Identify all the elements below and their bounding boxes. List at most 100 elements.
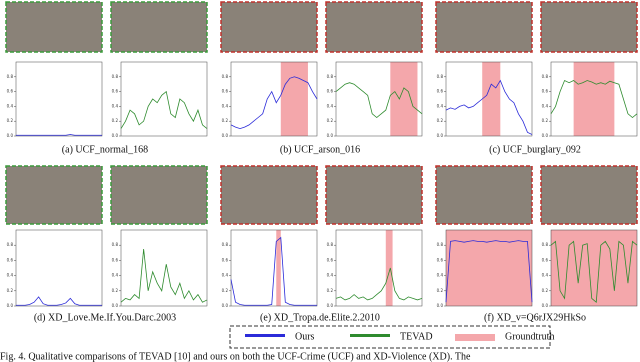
y-tick-label: 0.4 xyxy=(437,103,444,108)
groundtruth xyxy=(276,230,281,306)
y-tick-label: 0.2 xyxy=(112,288,119,293)
y-tick-label: 0.2 xyxy=(327,288,334,293)
score-line xyxy=(120,90,208,129)
y-tick-label: 0.8 xyxy=(222,242,229,247)
y-tick-label: 0.6 xyxy=(112,89,119,94)
groundtruth xyxy=(390,62,418,136)
legend-label: Groundtruth xyxy=(505,331,554,342)
y-tick-label: 0.4 xyxy=(222,273,229,278)
plot-frame xyxy=(15,61,103,137)
y-tick-label: 0.2 xyxy=(222,118,229,123)
y-tick-label: 0.0 xyxy=(7,133,14,138)
y-tick-label: 0.4 xyxy=(327,273,334,278)
legend-label: TEVAD xyxy=(400,331,433,342)
y-tick-label: 0.2 xyxy=(112,118,119,123)
video-frame xyxy=(540,165,638,225)
legend-swatch xyxy=(245,334,285,337)
y-tick-label: 0.2 xyxy=(7,118,14,123)
y-tick-label: 0.0 xyxy=(112,133,119,138)
score-line xyxy=(335,82,423,119)
legend-box xyxy=(229,325,551,349)
y-tick-label: 0.6 xyxy=(7,257,14,262)
y-tick-label: 0.2 xyxy=(437,288,444,293)
y-tick-label: 0.0 xyxy=(327,303,334,308)
y-tick-label: 0.4 xyxy=(7,273,14,278)
y-tick-label: 0.0 xyxy=(222,303,229,308)
plot-frame xyxy=(230,229,318,307)
plot-frame xyxy=(120,61,208,137)
y-tick-label: 0.8 xyxy=(7,74,14,79)
y-tick-label: 0.2 xyxy=(437,118,444,123)
y-tick-label: 0.4 xyxy=(327,103,334,108)
score-line xyxy=(16,134,102,136)
y-tick-label: 0.0 xyxy=(437,133,444,138)
plot-frame xyxy=(335,229,423,307)
score-line xyxy=(550,79,638,119)
y-tick-label: 0.6 xyxy=(112,257,119,262)
y-tick-label: 0.8 xyxy=(437,74,444,79)
y-tick-label: 0.8 xyxy=(542,74,549,79)
plot-frame xyxy=(120,229,208,307)
video-frame xyxy=(5,1,103,53)
y-tick-label: 0.0 xyxy=(437,303,444,308)
video-frame xyxy=(435,165,533,225)
score-line xyxy=(16,296,102,306)
panel-caption: (c) UCF_burglary_092 xyxy=(489,144,581,155)
y-tick-label: 0.2 xyxy=(327,118,334,123)
y-tick-label: 0.2 xyxy=(222,288,229,293)
score-line xyxy=(550,240,638,304)
y-tick-label: 0.2 xyxy=(542,288,549,293)
y-tick-label: 0.0 xyxy=(542,133,549,138)
score-line xyxy=(120,248,208,303)
plot-frame xyxy=(550,61,638,137)
y-tick-label: 0.6 xyxy=(7,89,14,94)
y-tick-label: 0.8 xyxy=(112,242,119,247)
score-line xyxy=(230,236,317,306)
video-frame xyxy=(110,165,208,225)
y-tick-label: 0.0 xyxy=(542,303,549,308)
panel-caption: (a) UCF_normal_168 xyxy=(62,144,148,155)
y-tick-label: 0.0 xyxy=(112,303,119,308)
y-tick-label: 0.4 xyxy=(542,273,549,278)
score-line xyxy=(335,267,423,301)
video-frame xyxy=(325,165,423,225)
y-tick-label: 0.8 xyxy=(7,242,14,247)
y-tick-label: 0.4 xyxy=(222,103,229,108)
video-frame xyxy=(220,1,318,53)
figure-caption: Fig. 4. Qualitative comparisons of TEVAD… xyxy=(0,351,471,362)
y-tick-label: 0.0 xyxy=(327,133,334,138)
score-line xyxy=(230,76,318,130)
legend-swatch xyxy=(350,334,390,337)
y-tick-label: 0.2 xyxy=(7,288,14,293)
plot-frame xyxy=(445,229,533,307)
groundtruth xyxy=(482,62,501,136)
video-frame xyxy=(5,165,103,225)
y-tick-label: 0.8 xyxy=(112,74,119,79)
groundtruth xyxy=(573,62,615,136)
y-tick-label: 0.6 xyxy=(327,89,334,94)
y-tick-label: 0.4 xyxy=(7,103,14,108)
y-tick-label: 0.4 xyxy=(112,273,119,278)
video-frame xyxy=(325,1,423,53)
y-tick-label: 0.4 xyxy=(112,103,119,108)
plot-frame xyxy=(550,229,638,307)
y-tick-label: 0.0 xyxy=(7,303,14,308)
y-tick-label: 0.6 xyxy=(542,257,549,262)
groundtruth xyxy=(385,230,393,306)
panel-caption: (e) XD_Tropa.de.Elite.2.2010 xyxy=(260,312,380,323)
plot-frame xyxy=(445,61,533,137)
score-line xyxy=(445,240,533,303)
y-tick-label: 0.6 xyxy=(437,257,444,262)
y-tick-label: 0.8 xyxy=(222,74,229,79)
legend-swatch xyxy=(455,334,495,341)
y-tick-label: 0.8 xyxy=(437,242,444,247)
y-tick-label: 0.6 xyxy=(542,89,549,94)
y-tick-label: 0.6 xyxy=(327,257,334,262)
y-tick-label: 0.6 xyxy=(222,89,229,94)
y-tick-label: 0.6 xyxy=(437,89,444,94)
plot-frame xyxy=(335,61,423,137)
video-frame xyxy=(540,1,638,53)
y-tick-label: 0.4 xyxy=(437,273,444,278)
